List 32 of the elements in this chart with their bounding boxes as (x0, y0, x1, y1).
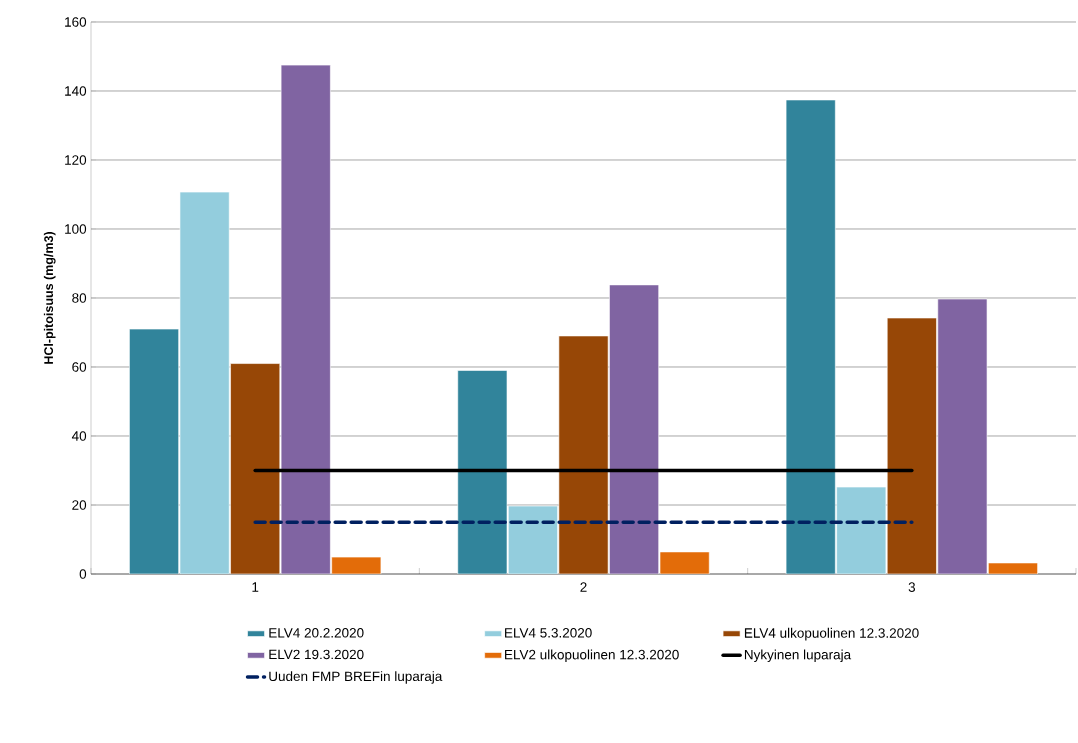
y-tick-label: 120 (65, 155, 87, 165)
y-tick-label: 0 (79, 569, 87, 579)
bar (508, 506, 558, 574)
bar (129, 328, 179, 574)
legend-label: Uuden FMP BREFin luparaja (269, 671, 443, 684)
legend-label: ELV4 ulkopuolinen 12.3.2020 (744, 627, 919, 641)
y-tick-label: 60 (72, 362, 87, 372)
bar (886, 317, 937, 574)
y-tick-label: 40 (71, 431, 87, 441)
bar (937, 298, 988, 574)
bar (558, 335, 609, 574)
y-tick-label: 140 (65, 86, 87, 96)
bar (179, 191, 230, 574)
y-tick-label: 80 (72, 293, 87, 303)
legend-label: ELV2 ulkopuolinen 12.3.2020 (505, 649, 679, 663)
bar (280, 64, 331, 574)
x-tick-label: 2 (580, 582, 587, 592)
legend-label: Nykyinen luparaja (744, 649, 852, 663)
bar (836, 486, 887, 574)
bar (230, 363, 281, 574)
bar (457, 370, 507, 574)
legend-label: ELV2 19.3.2020 (269, 649, 364, 660)
y-tick-label: 160 (65, 17, 87, 27)
y-tick-label: 20 (72, 500, 87, 510)
legend-label: ELV4 5.3.2020 (505, 628, 592, 638)
legend-label: ELV4 20.2.2020 (269, 628, 364, 638)
x-tick-label: 1 (252, 582, 259, 592)
y-tick-label: 100 (65, 224, 87, 234)
x-tick-label: 3 (908, 582, 916, 592)
bar (609, 284, 659, 574)
y-axis-title: HCl-pitoisuus (mg/m3) (43, 231, 56, 364)
bar (785, 99, 836, 574)
